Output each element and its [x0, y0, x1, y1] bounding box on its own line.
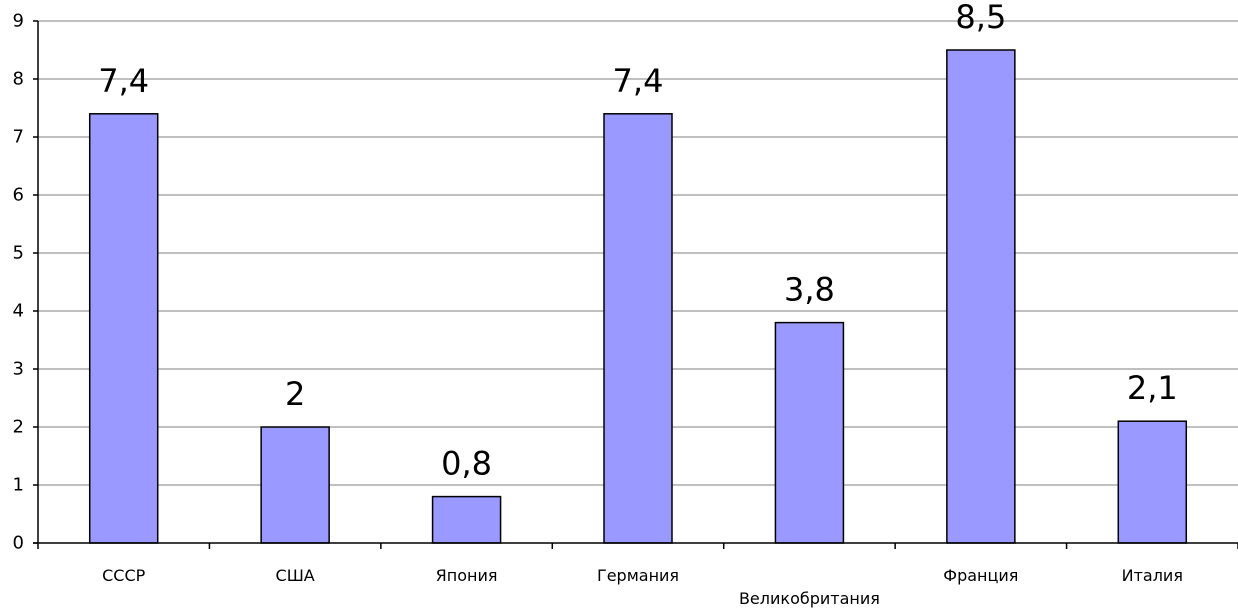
y-tick-label-0: 0	[13, 533, 24, 554]
x-tick-label-3: Германия	[597, 566, 679, 585]
x-tick-label-5: Франция	[943, 566, 1018, 585]
bar-0	[88, 113, 159, 544]
bar-1	[260, 426, 330, 544]
bar-6	[1117, 420, 1188, 544]
data-label-6: 2,1	[1127, 369, 1178, 407]
bar-5	[946, 49, 1016, 544]
x-tick-label-0: СССР	[102, 566, 146, 585]
bar-4	[774, 321, 845, 544]
y-tick-label-4: 4	[13, 301, 24, 322]
y-tick-label-5: 5	[13, 243, 24, 264]
y-tick-label-7: 7	[13, 127, 24, 148]
y-tick-label-8: 8	[13, 69, 24, 90]
data-label-4: 3,8	[784, 271, 835, 309]
y-tick-label-3: 3	[13, 359, 24, 380]
bar-3	[603, 113, 673, 544]
x-tick-label-4: Великобритания	[739, 589, 880, 608]
data-label-0: 7,4	[98, 62, 149, 100]
bar-2	[431, 495, 502, 544]
x-tick-label-2: Япония	[436, 566, 498, 585]
x-tick-label-1: США	[276, 566, 315, 585]
bars	[88, 49, 1188, 544]
x-tick-label-6: Италия	[1122, 566, 1183, 585]
axes	[33, 20, 1238, 549]
labels: 0 1 2 3 4 5 6 7 8 9 7,4 СССР 2 США 0,8 Япония 7,4 Германи…	[13, 0, 1183, 608]
data-label-3: 7,4	[613, 62, 664, 100]
data-label-2: 0,8	[441, 445, 492, 483]
y-tick-label-2: 2	[13, 417, 24, 438]
y-tick-label-9: 9	[13, 11, 24, 32]
data-label-1: 2	[285, 375, 305, 413]
y-tick-label-1: 1	[13, 475, 24, 496]
y-tick-label-6: 6	[13, 185, 24, 206]
data-label-5: 8,5	[955, 0, 1006, 36]
